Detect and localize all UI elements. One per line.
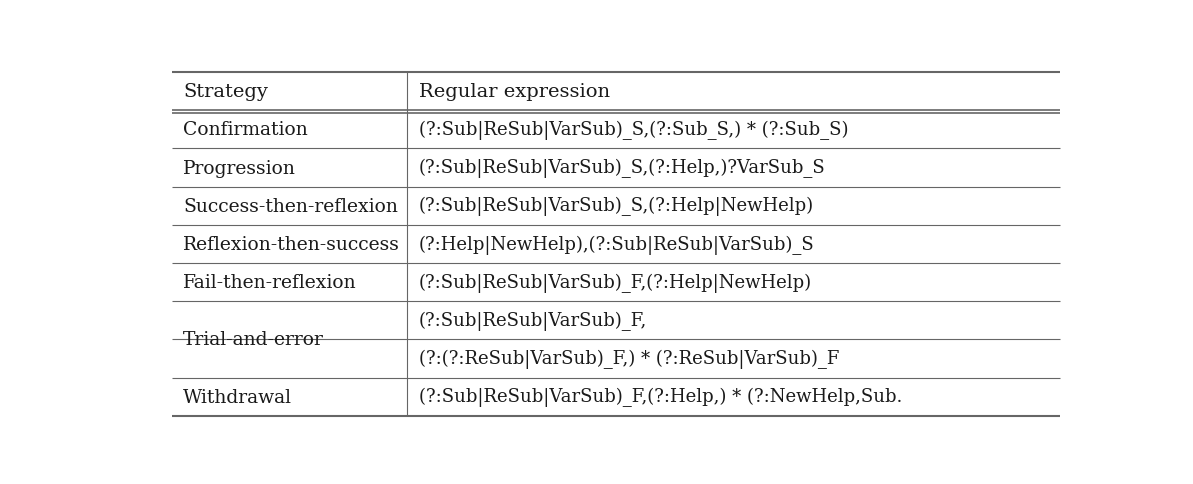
Text: Regular expression: Regular expression <box>419 83 610 101</box>
Text: Withdrawal: Withdrawal <box>184 388 292 406</box>
Text: (?:Sub|ReSub|VarSub)_S,(?:Help|NewHelp): (?:Sub|ReSub|VarSub)_S,(?:Help|NewHelp) <box>419 197 814 216</box>
Text: Fail-then-reflexion: Fail-then-reflexion <box>184 273 357 291</box>
Text: Strategy: Strategy <box>184 83 268 101</box>
Text: (?:(?:ReSub|VarSub)_F,) * (?:ReSub|VarSub)_F: (?:(?:ReSub|VarSub)_F,) * (?:ReSub|VarSu… <box>419 349 839 368</box>
Text: Success-then-reflexion: Success-then-reflexion <box>184 197 398 215</box>
Text: Trial-and-error: Trial-and-error <box>184 331 324 348</box>
Text: (?:Sub|ReSub|VarSub)_S,(?:Sub_S,) * (?:Sub_S): (?:Sub|ReSub|VarSub)_S,(?:Sub_S,) * (?:S… <box>419 121 848 140</box>
Text: (?:Sub|ReSub|VarSub)_F,(?:Help|NewHelp): (?:Sub|ReSub|VarSub)_F,(?:Help|NewHelp) <box>419 273 811 292</box>
Text: (?:Help|NewHelp),(?:Sub|ReSub|VarSub)_S: (?:Help|NewHelp),(?:Sub|ReSub|VarSub)_S <box>419 235 815 254</box>
Text: (?:Sub|ReSub|VarSub)_S,(?:Help,)?VarSub_S: (?:Sub|ReSub|VarSub)_S,(?:Help,)?VarSub_… <box>419 159 826 178</box>
Text: (?:Sub|ReSub|VarSub)_F,: (?:Sub|ReSub|VarSub)_F, <box>419 311 647 330</box>
Text: (?:Sub|ReSub|VarSub)_F,(?:Help,) * (?:NewHelp,Sub.: (?:Sub|ReSub|VarSub)_F,(?:Help,) * (?:Ne… <box>419 387 902 407</box>
Text: Confirmation: Confirmation <box>184 121 308 139</box>
Text: Reflexion-then-success: Reflexion-then-success <box>184 235 400 254</box>
Text: Progression: Progression <box>184 159 296 177</box>
